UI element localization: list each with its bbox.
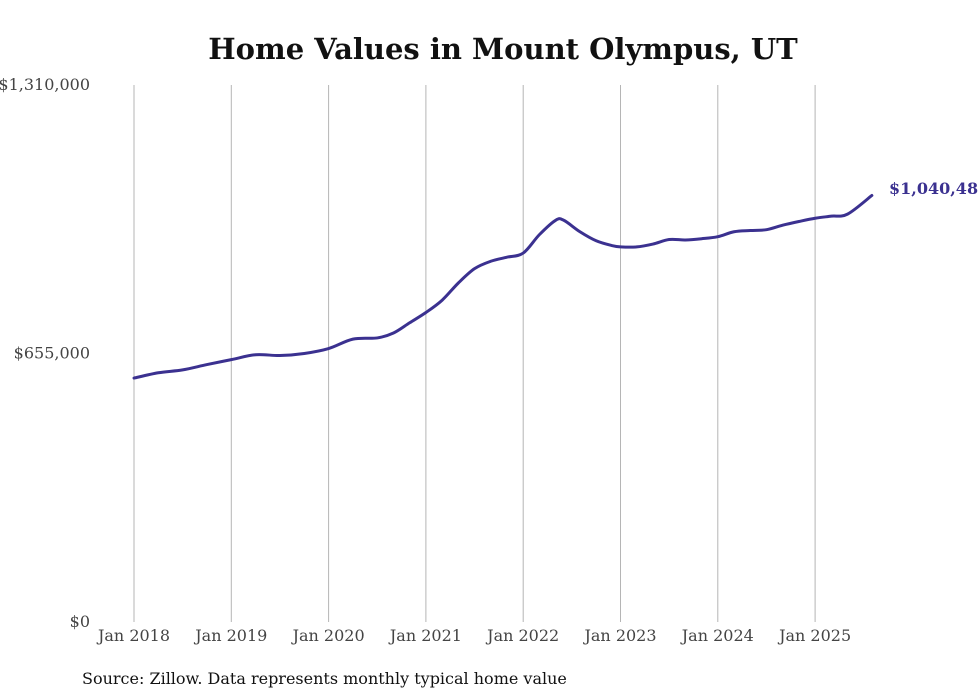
source-note: Source: Zillow. Data represents monthly … (82, 669, 567, 688)
x-tick-label: Jan 2021 (388, 626, 462, 645)
x-tick-label: Jan 2023 (582, 626, 656, 645)
x-tick-label: Jan 2022 (485, 626, 559, 645)
y-tick-label: $1,310,000 (0, 75, 90, 94)
x-tick-label: Jan 2024 (680, 626, 754, 645)
chart-title: Home Values in Mount Olympus, UT (208, 32, 798, 66)
y-tick-label: $655,000 (14, 344, 90, 363)
x-tick-label: Jan 2025 (777, 626, 851, 645)
x-tick-label: Jan 2020 (291, 626, 365, 645)
home-value-line (132, 193, 874, 380)
x-tick-label: Jan 2019 (193, 626, 267, 645)
end-value-label: $1,040,48 (889, 179, 978, 198)
x-tick-label: Jan 2018 (96, 626, 170, 645)
gridlines (133, 85, 816, 622)
x-axis-ticks: Jan 2018 Jan 2019 Jan 2020 Jan 2021 Jan 2022… (96, 626, 851, 645)
y-axis-ticks: $0 $655,000 $1,310,000 (0, 75, 90, 631)
y-tick-label: $0 (70, 612, 90, 631)
